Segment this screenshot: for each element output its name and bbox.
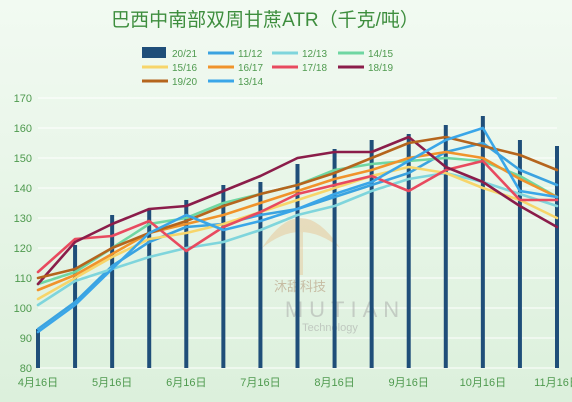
legend-label-13-14: 13/14 xyxy=(238,77,263,88)
y-tick-label: 100 xyxy=(14,303,32,315)
series-line-15-16 xyxy=(36,165,559,301)
y-tick-label: 80 xyxy=(20,363,32,375)
bar-20-21-11 xyxy=(443,125,448,368)
legend-label-14-15: 14/15 xyxy=(368,49,393,60)
series-line-19-20 xyxy=(36,135,559,280)
bar-20-21-0 xyxy=(36,329,40,368)
bar-20-21-13 xyxy=(517,140,522,368)
legend-label-11-12: 11/12 xyxy=(238,49,263,60)
watermark: 沐甜科技 MUTIAN Technology xyxy=(262,218,405,334)
y-tick-label: 120 xyxy=(14,243,32,255)
y-axis: 80 90 100 110 120 130 140 150 160 170 xyxy=(14,93,32,375)
legend-label-19-20: 19/20 xyxy=(172,77,197,88)
line-series xyxy=(36,126,559,334)
watermark-logo-shape xyxy=(262,218,340,248)
y-tick-label: 130 xyxy=(14,213,32,225)
x-tick-label: 6月16日 xyxy=(166,377,206,389)
series-line-18-19 xyxy=(36,135,559,286)
x-tick-label: 4月16日 xyxy=(18,377,58,389)
legend: 20/21 11/12 12/13 14/15 15/16 16/17 17/18 18/19… xyxy=(142,47,393,88)
legend-label-20-21: 20/21 xyxy=(172,49,197,60)
y-tick-label: 160 xyxy=(14,123,32,135)
bar-20-21-4 xyxy=(184,200,189,368)
bar-20-21-5 xyxy=(221,185,226,368)
chart-title: 巴西中南部双周甘蔗ATR（千克/吨） xyxy=(111,9,419,31)
legend-label-18-19: 18/19 xyxy=(368,63,393,74)
x-tick-label: 11月16日 xyxy=(534,377,572,389)
bar-20-21-6 xyxy=(258,182,263,368)
bar-20-21-3 xyxy=(147,209,152,368)
x-tick-label: 9月16日 xyxy=(389,377,429,389)
legend-label-12-13: 12/13 xyxy=(302,49,327,60)
y-tick-label: 140 xyxy=(14,183,32,195)
bar-20-21-2 xyxy=(110,215,115,368)
bar-20-21-12 xyxy=(480,116,485,368)
y-tick-label: 110 xyxy=(14,273,32,285)
series-line-16-17 xyxy=(36,150,559,292)
x-tick-label: 5月16日 xyxy=(92,377,132,389)
x-axis: 4月16日 5月16日 6月16日 7月16日 8月16日 9月16日 10月16日 11月1… xyxy=(18,377,572,389)
bar-20-21-9 xyxy=(369,140,374,368)
bar-20-21-10 xyxy=(406,134,411,368)
bar-20-21-7 xyxy=(295,164,300,368)
bar-20-21-14 xyxy=(555,146,559,368)
legend-swatch-20-21 xyxy=(142,47,166,58)
legend-label-17-18: 17/18 xyxy=(302,63,327,74)
y-tick-label: 170 xyxy=(14,93,32,105)
x-tick-label: 7月16日 xyxy=(240,377,280,389)
x-tick-label: 8月16日 xyxy=(314,377,354,389)
legend-label-15-16: 15/16 xyxy=(172,63,197,74)
legend-label-16-17: 16/17 xyxy=(238,63,263,74)
series-line-13-14 xyxy=(36,126,559,334)
y-tick-label: 90 xyxy=(20,333,32,345)
watermark-sub: Technology xyxy=(302,322,358,334)
y-tick-label: 150 xyxy=(14,153,32,165)
watermark-en: MUTIAN xyxy=(285,297,405,322)
bar-20-21-8 xyxy=(332,149,337,368)
x-tick-label: 10月16日 xyxy=(460,377,506,389)
series-line-17-18 xyxy=(36,159,559,274)
series-line-12-13 xyxy=(36,171,559,307)
watermark-cn: 沐甜科技 xyxy=(274,279,326,294)
